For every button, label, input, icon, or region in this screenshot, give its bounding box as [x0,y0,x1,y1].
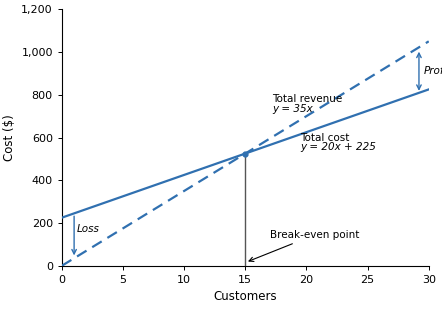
Text: y = 35x: y = 35x [272,104,313,114]
X-axis label: Customers: Customers [213,290,277,303]
Y-axis label: Cost ($): Cost ($) [3,114,15,161]
Text: Profit: Profit [424,66,442,76]
Text: Total revenue: Total revenue [272,94,343,104]
Text: Loss: Loss [77,224,100,234]
Text: Break-even point: Break-even point [249,230,359,261]
Text: Total cost: Total cost [301,133,350,143]
Text: y = 20x + 225: y = 20x + 225 [301,142,376,152]
